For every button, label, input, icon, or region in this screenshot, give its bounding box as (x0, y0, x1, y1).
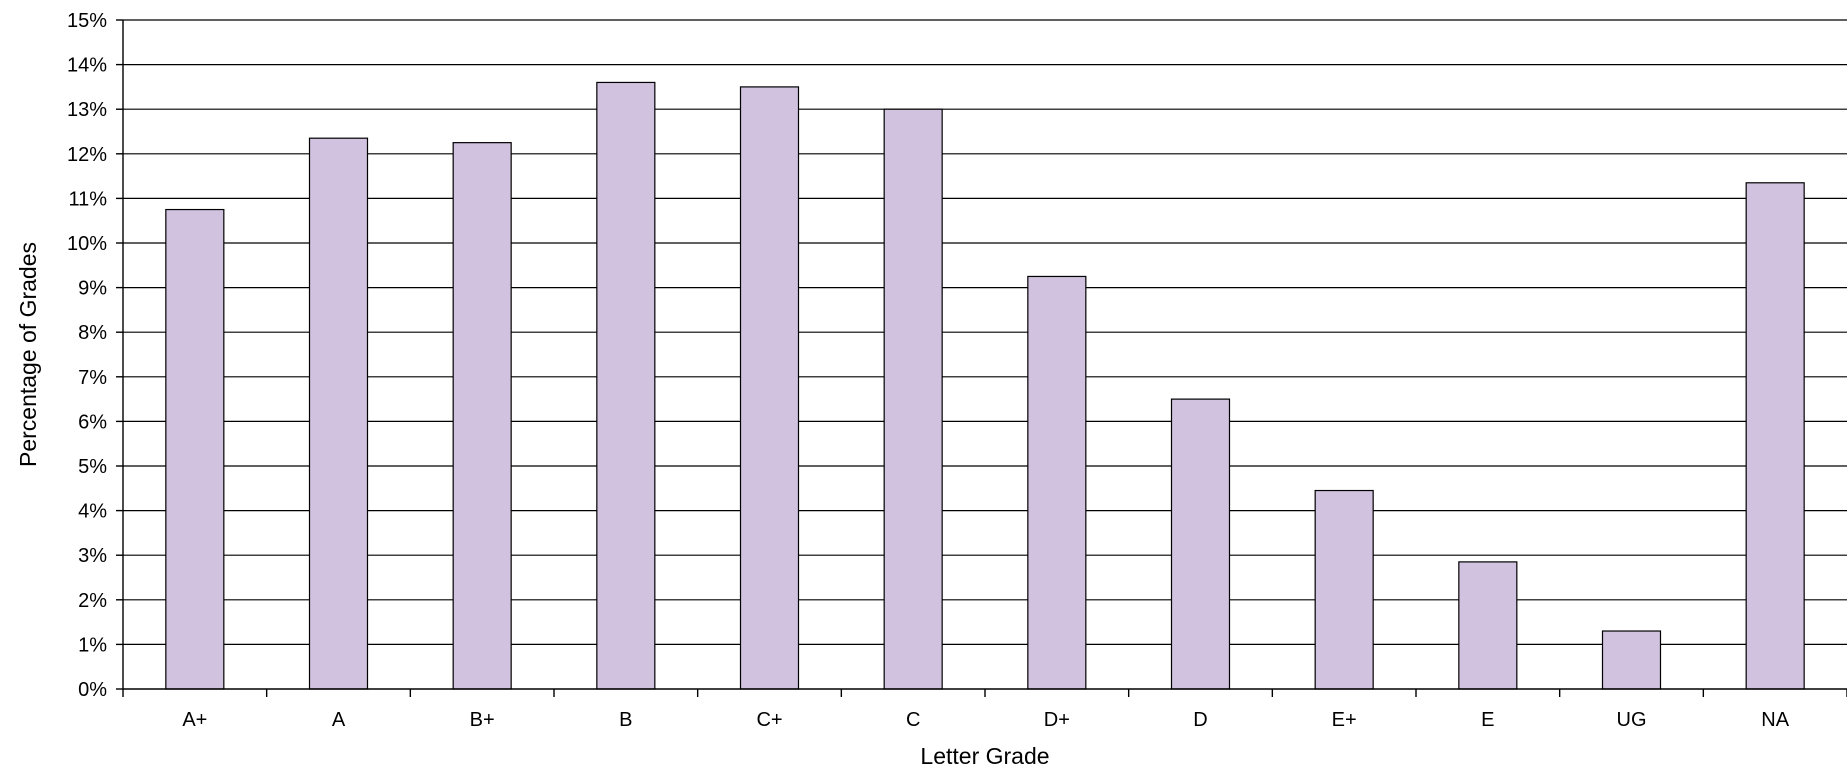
x-tick-label: B (619, 709, 632, 731)
x-tick-label: B+ (470, 709, 495, 731)
x-tick-label: A+ (182, 709, 207, 731)
y-axis-title: Percentage of Grades (15, 242, 41, 467)
x-tick-label: C+ (756, 709, 782, 731)
y-tick-label: 6% (78, 411, 107, 433)
y-tick-label: 1% (78, 634, 107, 656)
y-tick-label: 15% (67, 10, 107, 32)
bar-b-plus (452, 142, 512, 690)
bar-a (308, 137, 369, 690)
x-tick-labels: A+ A B+ B C+ C D+ D E+ E UG NA (182, 709, 1789, 731)
y-tick-label: 7% (78, 367, 107, 389)
y-tick-label: 2% (78, 590, 107, 612)
x-tick-label: D (1193, 709, 1207, 731)
bar-a-plus (165, 208, 225, 690)
bar-b (596, 81, 656, 690)
y-tick-label: 5% (78, 456, 107, 478)
y-tick-label: 0% (78, 679, 107, 701)
bar-ug (1601, 630, 1662, 690)
bar-e-plus (1314, 489, 1374, 690)
x-tick-label: E (1481, 709, 1494, 731)
y-tick-label: 3% (78, 545, 107, 567)
axes (122, 20, 1847, 690)
x-tick-label: UG (1617, 709, 1647, 731)
bar-c (883, 108, 943, 690)
x-tick-label: D+ (1044, 709, 1070, 731)
y-tick-labels: 0% 1% 2% 3% 4% 5% 6% 7% 8% 9% 10% 11% 12% 13% 14% 15% (67, 10, 107, 701)
bar-d-plus (1027, 275, 1087, 690)
bar-e (1458, 561, 1518, 690)
bar-d (1170, 398, 1231, 690)
y-tick-label: 14% (67, 55, 107, 77)
x-tick-label: E+ (1332, 709, 1357, 731)
bars (165, 81, 1805, 690)
x-tick-label: C (906, 709, 920, 731)
x-axis-title: Letter Grade (920, 743, 1049, 769)
y-tick-label: 4% (78, 501, 107, 523)
y-tick-label: 9% (78, 278, 107, 300)
y-tick-label: 12% (67, 144, 107, 166)
gridlines (116, 19, 1847, 690)
y-tick-label: 13% (67, 99, 107, 121)
x-tick-label: NA (1761, 709, 1789, 731)
y-tick-label: 10% (67, 233, 107, 255)
y-tick-label: 11% (68, 188, 107, 210)
y-tick-label: 8% (78, 322, 107, 344)
bar-c-plus (739, 86, 800, 690)
x-tick-label: A (332, 709, 346, 731)
bar-na (1745, 182, 1805, 690)
x-ticks (122, 689, 1847, 697)
